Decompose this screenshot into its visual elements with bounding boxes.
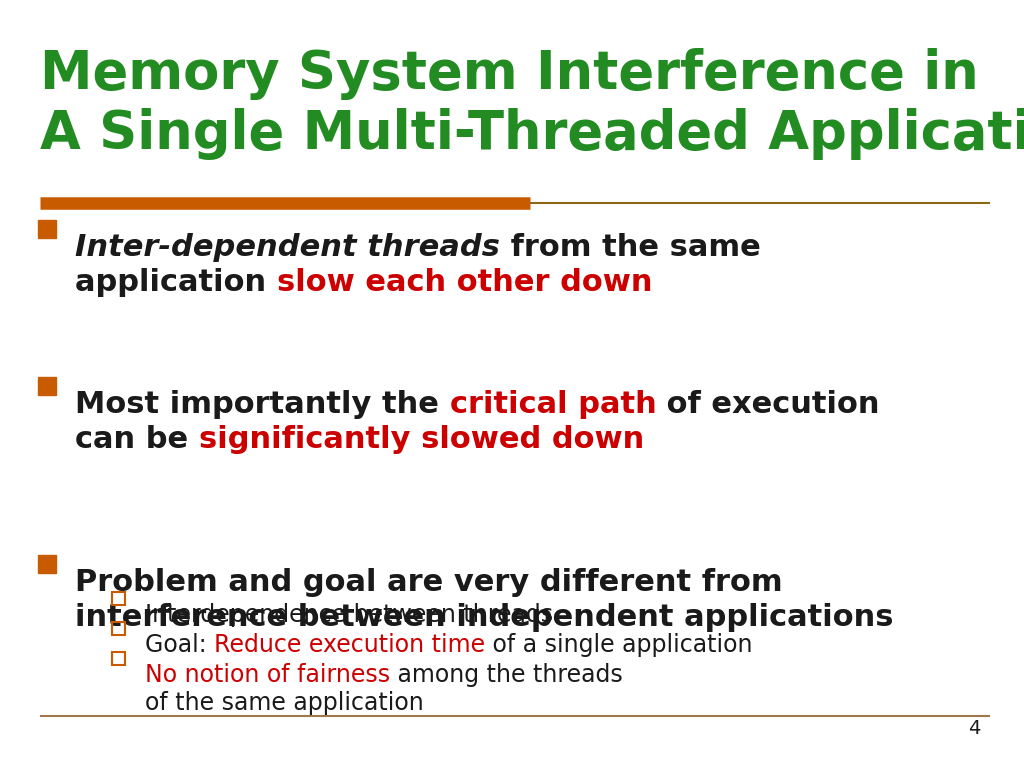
Text: of a single application: of a single application: [485, 633, 753, 657]
Bar: [112, 652, 125, 665]
Bar: [38, 555, 56, 573]
Text: can be: can be: [75, 425, 199, 454]
Text: Most importantly the: Most importantly the: [75, 390, 450, 419]
Bar: [38, 377, 56, 395]
Text: 4: 4: [968, 719, 980, 738]
Text: slow each other down: slow each other down: [276, 268, 652, 297]
Text: of the same application: of the same application: [145, 691, 424, 715]
Text: interference between independent applications: interference between independent applica…: [75, 603, 894, 632]
Bar: [38, 220, 56, 238]
Text: Interdependence between threads: Interdependence between threads: [145, 603, 553, 627]
Text: Goal:: Goal:: [145, 633, 214, 657]
Text: Memory System Interference in
A Single Multi-Threaded Application: Memory System Interference in A Single M…: [40, 48, 1024, 161]
Text: Inter-dependent threads: Inter-dependent threads: [75, 233, 500, 262]
Text: among the threads: among the threads: [390, 663, 623, 687]
Text: of execution: of execution: [656, 390, 880, 419]
Text: critical path: critical path: [450, 390, 656, 419]
Bar: [112, 592, 125, 605]
Bar: [112, 622, 125, 635]
Text: application: application: [75, 268, 276, 297]
Text: Problem and goal are very different from: Problem and goal are very different from: [75, 568, 782, 597]
Text: significantly slowed down: significantly slowed down: [199, 425, 644, 454]
Text: from the same: from the same: [500, 233, 761, 262]
Text: Reduce execution time: Reduce execution time: [214, 633, 485, 657]
Text: No notion of fairness: No notion of fairness: [145, 663, 390, 687]
